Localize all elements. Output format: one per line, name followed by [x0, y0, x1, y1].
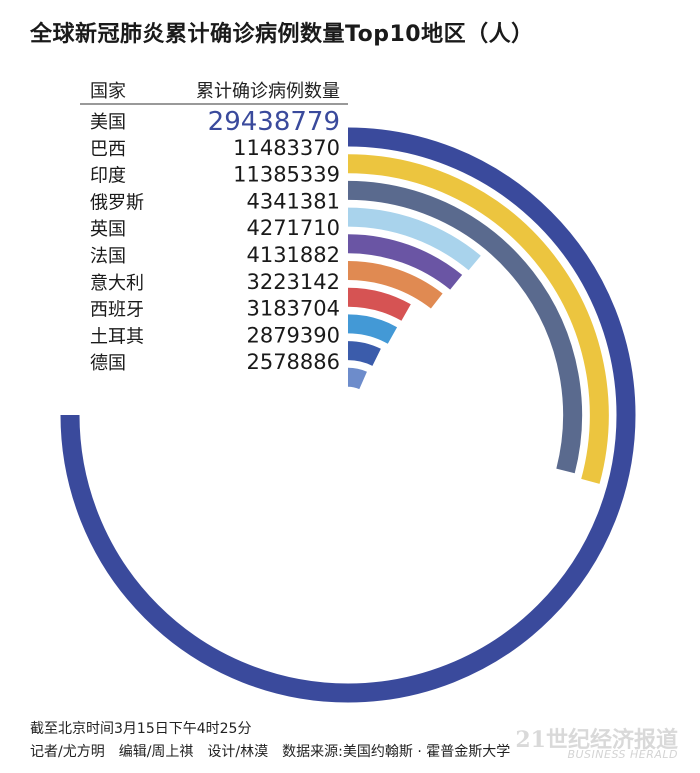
- value-label-2: 11483370: [233, 136, 340, 160]
- value-label-3: 11385339: [233, 163, 340, 187]
- country-label-5: 英国: [90, 219, 126, 240]
- column-header-value: 累计确诊病例数量: [196, 81, 340, 102]
- brand-logo: 21世纪经济报道: [515, 727, 678, 753]
- row-labels: 美国 29438779 巴西 11483370 印度 11385339 俄罗斯 4341381…: [90, 107, 340, 374]
- bar-arc-9: [347, 341, 381, 367]
- country-label-4: 俄罗斯: [90, 192, 144, 213]
- bar-arc-5: [347, 234, 463, 290]
- bar-arc-10: [347, 367, 367, 390]
- value-label-5: 4271710: [246, 216, 340, 240]
- footer-timestamp: 截至北京时间3月15日下午4时25分: [30, 721, 252, 737]
- country-label-9: 土耳其: [90, 326, 144, 347]
- value-label-9: 2879390: [246, 323, 340, 347]
- chart-title: 全球新冠肺炎累计确诊病例数量Top10地区（人）: [30, 22, 534, 47]
- footer-credits: 记者/尤方明 编辑/周上祺 设计/林漠 数据来源:美国约翰斯 · 霍普金斯大学: [30, 744, 511, 760]
- bar-arc-3: [347, 180, 583, 474]
- country-label-1: 美国: [90, 112, 126, 133]
- value-label-1: 29438779: [208, 107, 340, 137]
- country-label-2: 巴西: [90, 139, 126, 160]
- bar-arc-1: [60, 127, 636, 703]
- column-header-country: 国家: [90, 81, 126, 102]
- value-label-6: 4131882: [246, 243, 340, 267]
- bar-arcs: [60, 127, 636, 703]
- brand-subtitle: BUSINESS HERALD: [567, 748, 678, 761]
- value-label-7: 3223142: [246, 270, 340, 294]
- bar-arc-6: [347, 261, 443, 309]
- country-label-7: 意大利: [90, 273, 144, 294]
- value-label-4: 4341381: [246, 189, 340, 213]
- value-label-10: 2578886: [246, 350, 340, 374]
- bar-arc-4: [347, 207, 481, 271]
- bar-arc-8: [347, 314, 398, 344]
- country-label-8: 西班牙: [90, 300, 144, 321]
- bar-arc-2: [347, 154, 609, 484]
- country-label-10: 德国: [90, 353, 126, 374]
- bar-arc-7: [347, 287, 411, 321]
- country-label-6: 法国: [90, 246, 126, 267]
- country-label-3: 印度: [90, 166, 126, 187]
- value-label-8: 3183704: [246, 297, 340, 321]
